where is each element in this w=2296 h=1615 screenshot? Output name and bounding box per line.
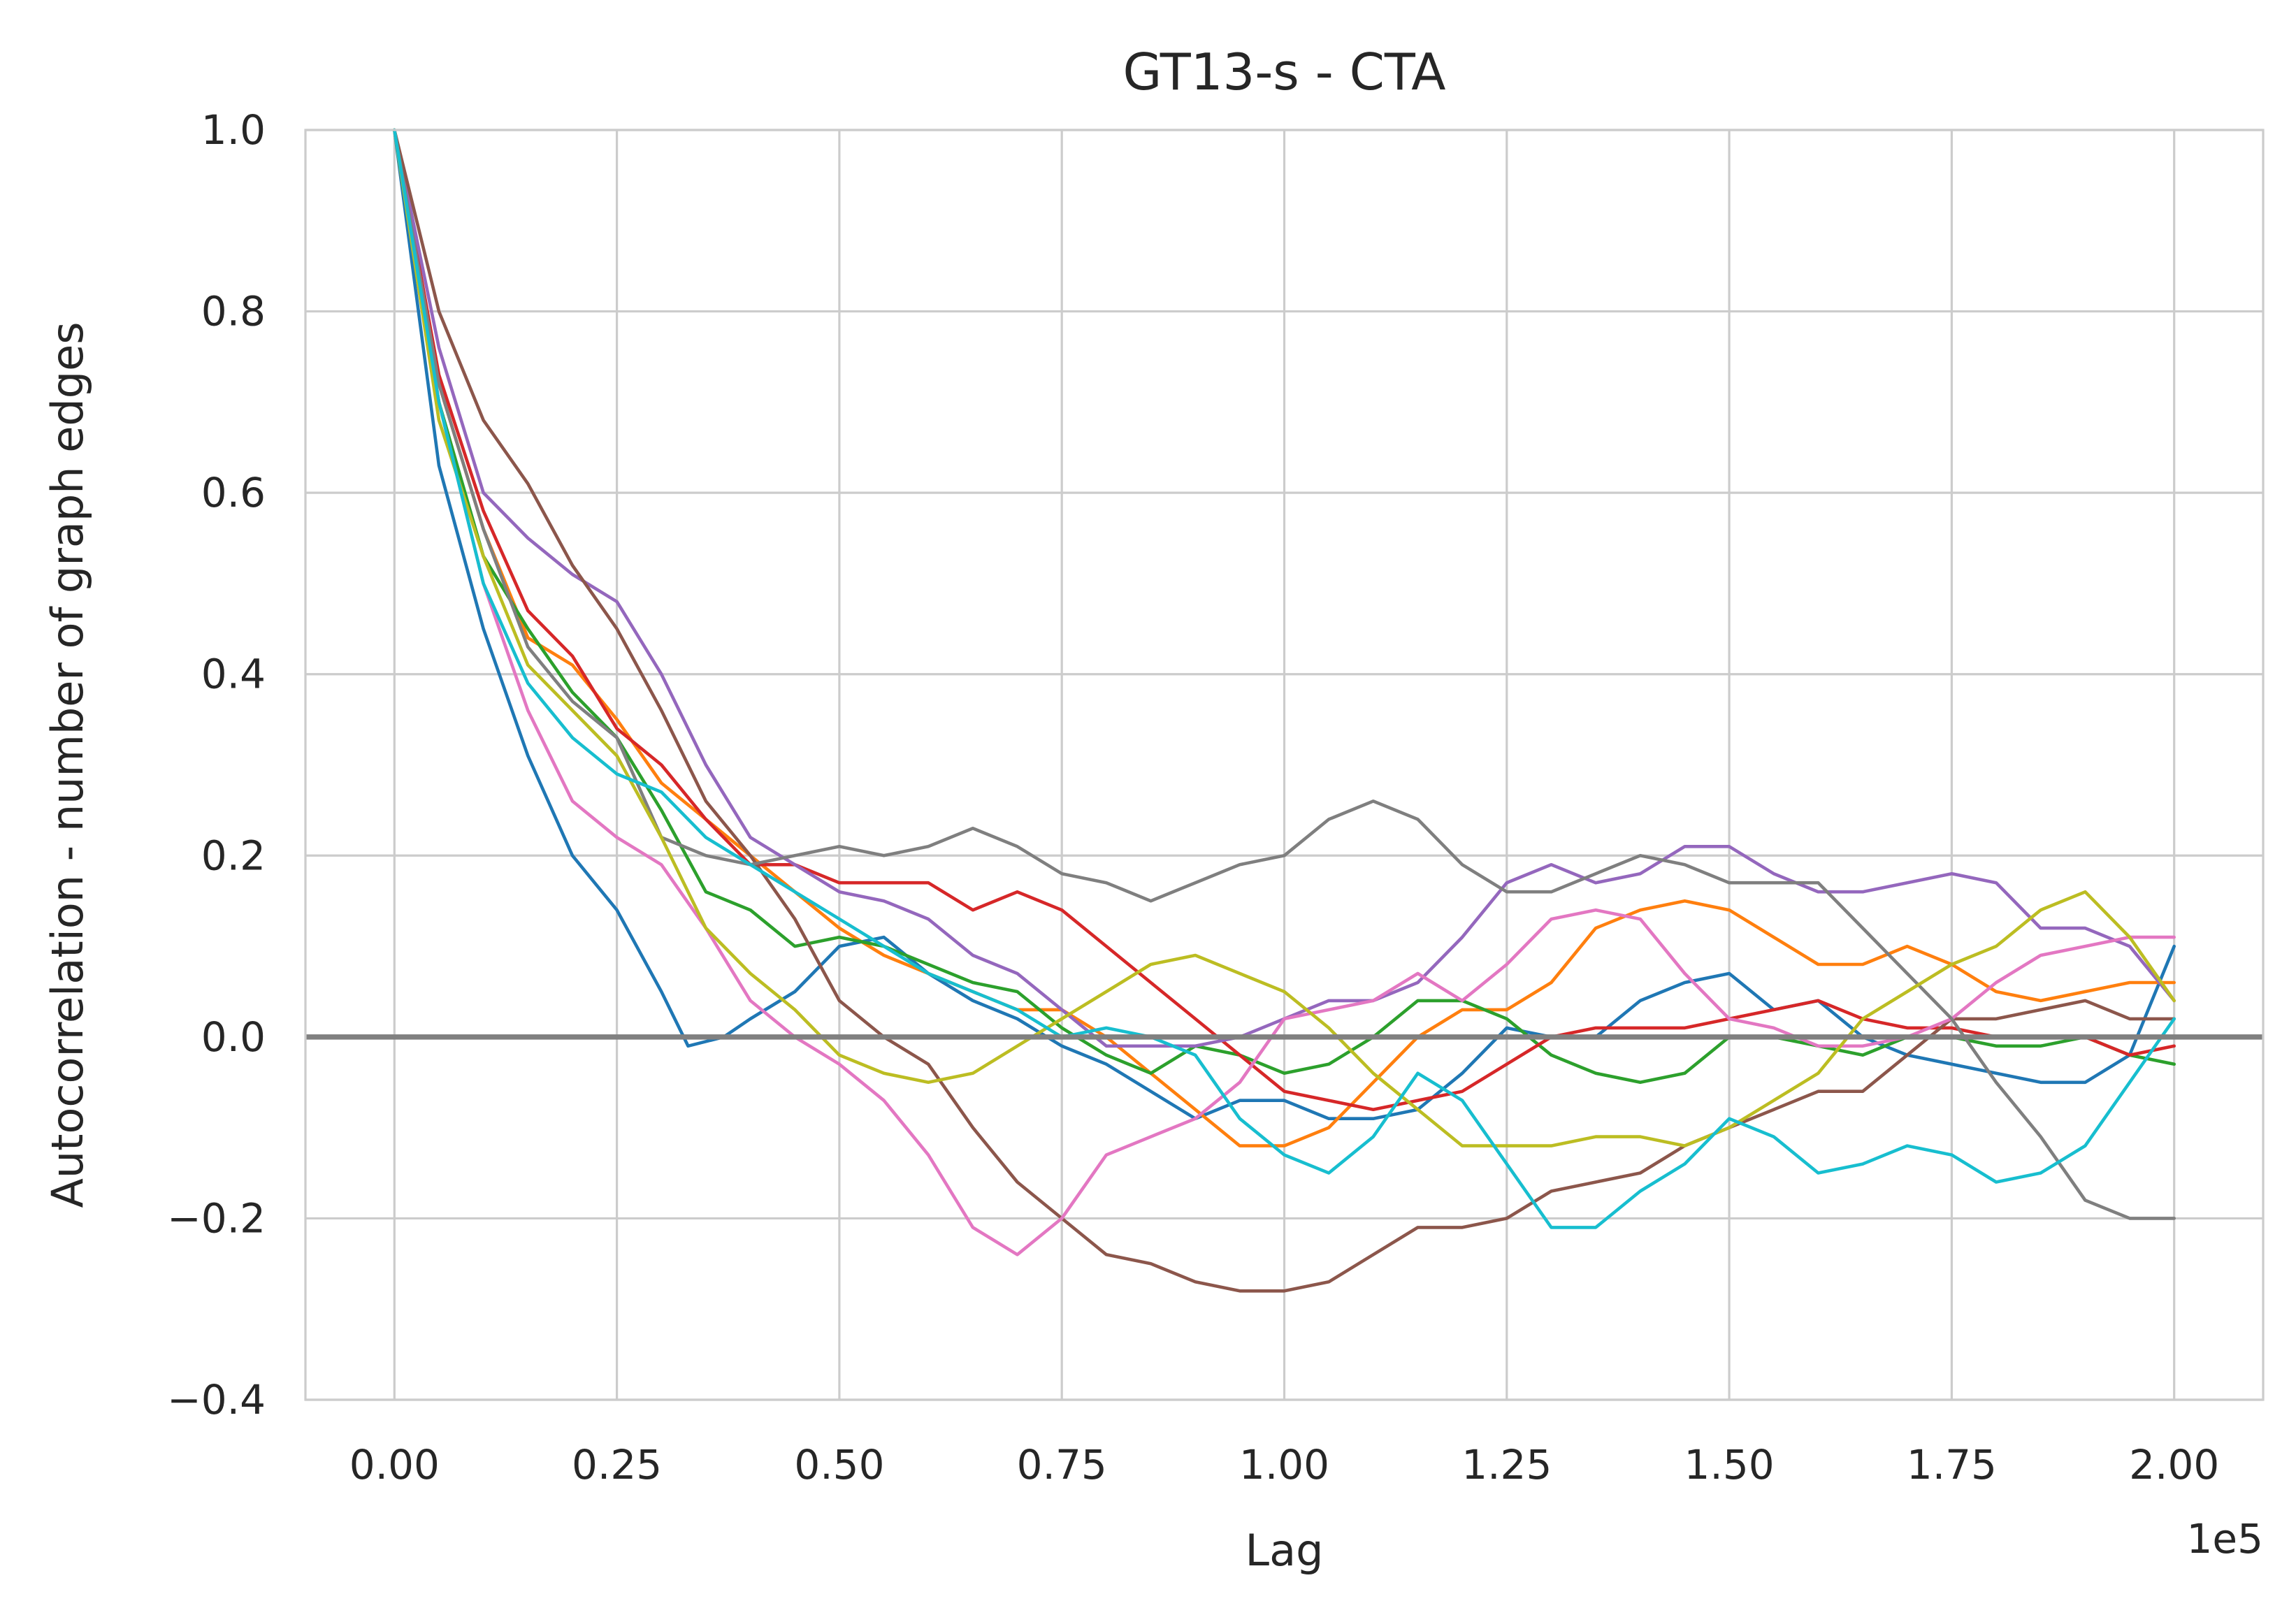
x-tick-label: 1.75 <box>1907 1441 1997 1489</box>
series-line-7 <box>393 128 2176 1256</box>
series-line-10 <box>393 128 2176 1229</box>
series-lines <box>393 128 2176 1293</box>
y-tick-label: 0.2 <box>201 832 266 879</box>
y-tick-label: −0.4 <box>167 1376 266 1424</box>
series-line-2 <box>393 128 2176 1147</box>
x-axis-offset-label: 1e5 <box>2187 1515 2264 1563</box>
x-tick-label: 0.00 <box>349 1441 440 1489</box>
series-line-9 <box>393 128 2176 1147</box>
y-tick-label: −0.2 <box>167 1194 266 1242</box>
x-tick-label: 1.00 <box>1239 1441 1329 1489</box>
x-tick-label: 2.00 <box>2129 1441 2219 1489</box>
series-line-8 <box>393 128 2176 1220</box>
series-line-3 <box>393 128 2176 1085</box>
grid <box>305 129 2263 1401</box>
series-line-6 <box>393 128 2176 1293</box>
series-line-4 <box>393 128 2176 1111</box>
y-axis-label: Autocorrelation - number of graph edges <box>42 321 93 1208</box>
x-tick-label: 1.25 <box>1461 1441 1552 1489</box>
chart-title: GT13-s - CTA <box>1123 43 1446 101</box>
y-tick-labels: −0.4 −0.2 0.0 0.2 0.4 0.6 0.8 1.0 <box>167 106 266 1424</box>
x-tick-label: 0.25 <box>572 1441 662 1489</box>
y-tick-label: 0.8 <box>201 288 266 335</box>
y-tick-label: 0.6 <box>201 469 266 516</box>
y-tick-label: 1.0 <box>201 106 266 154</box>
plot-frame <box>304 129 2265 1401</box>
x-tick-label: 0.75 <box>1017 1441 1107 1489</box>
x-tick-label: 1.50 <box>1684 1441 1775 1489</box>
y-tick-label: 0.0 <box>201 1013 266 1061</box>
y-tick-label: 0.4 <box>201 651 266 698</box>
x-tick-labels: 0.00 0.25 0.50 0.75 1.00 1.25 1.50 1.75 2.00 <box>349 1441 2220 1489</box>
x-axis-label: Lag <box>1246 1525 1324 1576</box>
x-tick-label: 0.50 <box>794 1441 884 1489</box>
